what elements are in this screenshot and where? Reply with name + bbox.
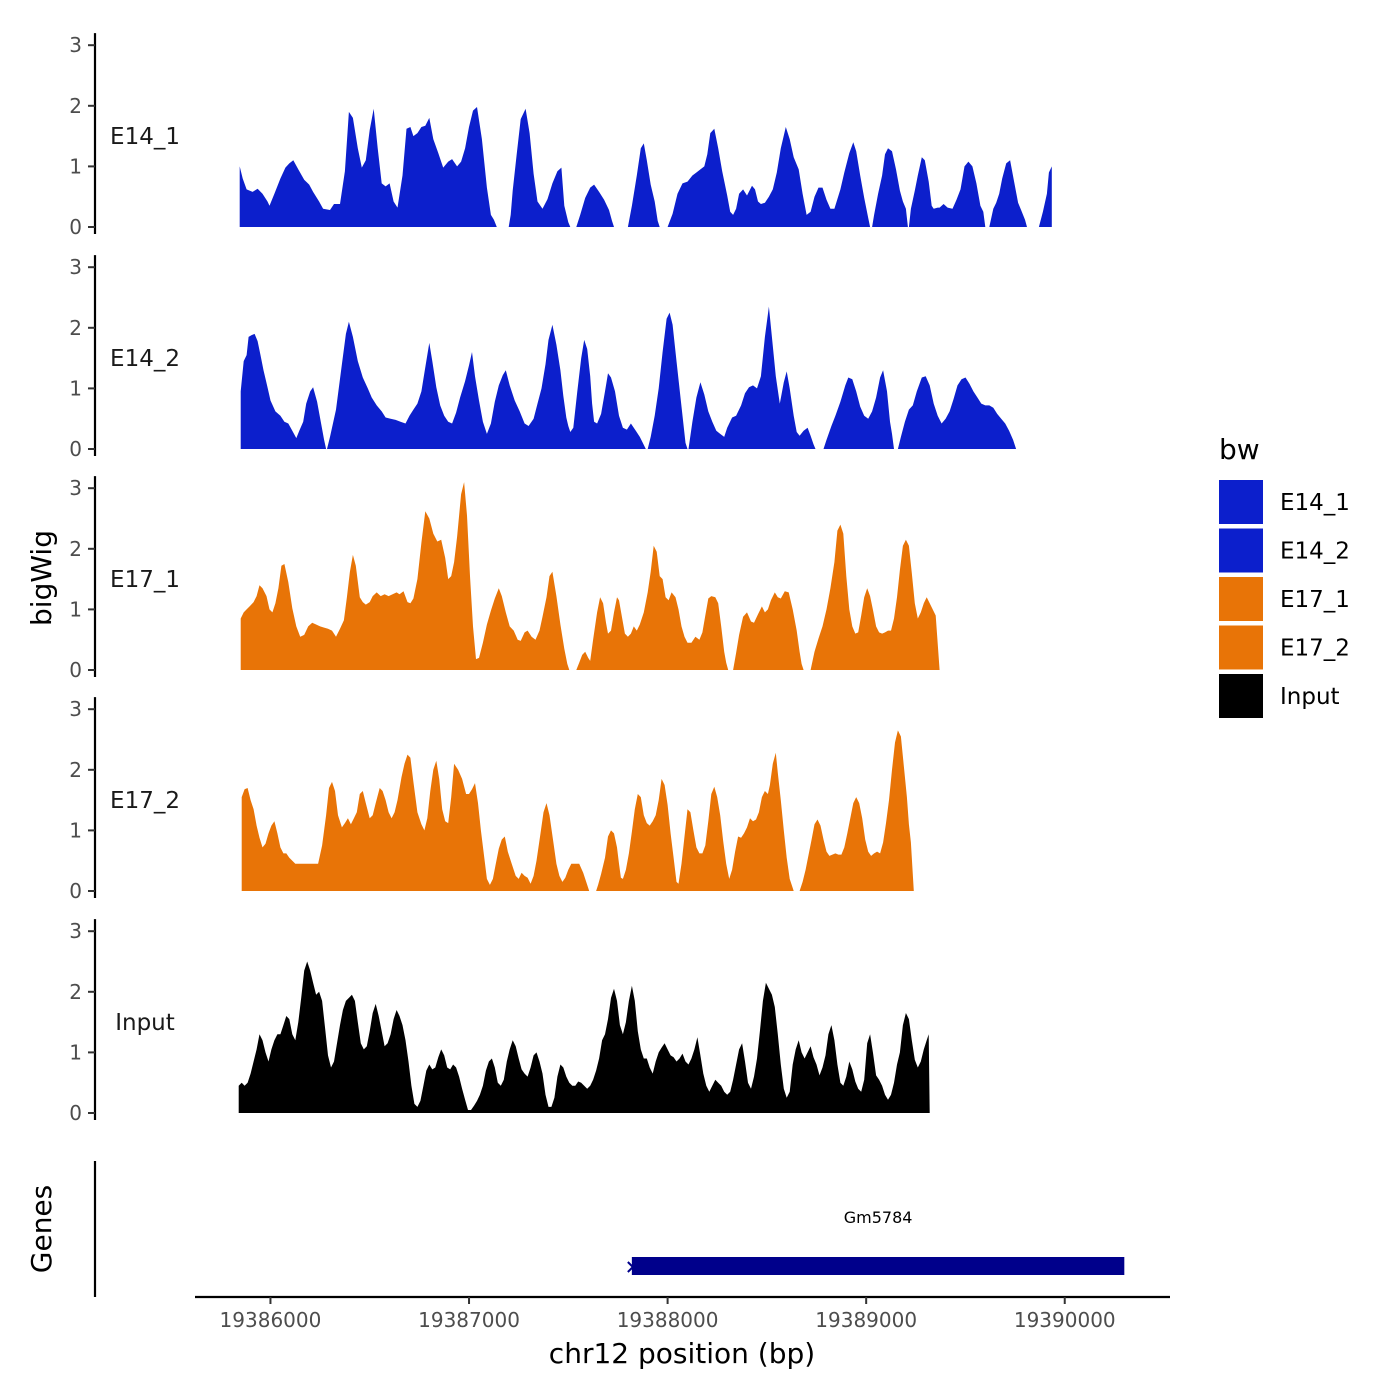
legend-label: E17_2	[1280, 636, 1350, 662]
legend: bw E14_1 E14_2 E17_1 E17_2 Input	[1219, 433, 1350, 718]
x-tick-label: 19388000	[617, 1308, 719, 1332]
coverage-area	[908, 157, 986, 227]
x-tick-label: 19389000	[815, 1308, 917, 1332]
track-e14-1: 0 1 2 3 E14_1	[69, 33, 1052, 239]
coverage-area	[733, 591, 804, 670]
genes-panel: Gm5784	[93, 1161, 1125, 1297]
coverage-area	[810, 524, 940, 670]
x-axis: 19386000 19387000 19388000 19389000 19390000	[195, 1295, 1170, 1332]
coverage-area	[508, 108, 571, 227]
coverage-area	[627, 143, 660, 227]
coverage-area	[1038, 166, 1052, 227]
legend-label: E14_1	[1280, 490, 1350, 516]
gene-strand-marker	[627, 1261, 635, 1273]
y-tick-label: 3	[69, 476, 82, 500]
track-label: E14_2	[110, 346, 180, 372]
coverage-tracks: 0 1 2 3 E14_1 0 1 2 3 E14_2 0 1 2 3 E17_1 0 1 2 3 E17_2 0 1 2 3…	[69, 33, 1052, 1125]
coverage-area	[576, 545, 729, 670]
y-tick-label: 0	[69, 215, 82, 239]
y-tick-label: 2	[69, 94, 82, 118]
y-tick-label: 2	[69, 980, 82, 1004]
y-tick-label: 3	[69, 919, 82, 943]
x-axis-title: chr12 position (bp)	[549, 1337, 815, 1370]
legend-label: Input	[1280, 684, 1340, 710]
track-input: 0 1 2 3 Input	[69, 919, 930, 1125]
legend-swatch	[1219, 625, 1263, 670]
coverage-area	[327, 321, 646, 449]
x-tick-label: 19390000	[1014, 1308, 1116, 1332]
y-tick-label: 1	[69, 154, 82, 178]
coverage-area	[239, 107, 497, 227]
coverage-area	[238, 961, 930, 1113]
gene-label: Gm5784	[844, 1208, 913, 1227]
y-tick-label: 2	[69, 537, 82, 561]
y-tick-label: 2	[69, 758, 82, 782]
track-label: Input	[115, 1010, 175, 1036]
coverage-area	[799, 730, 914, 891]
coverage-area	[596, 752, 794, 891]
track-label: E14_1	[110, 124, 180, 150]
track-e17-1: 0 1 2 3 E17_1	[69, 476, 940, 682]
legend-swatch	[1219, 528, 1263, 573]
coverage-area	[240, 482, 570, 670]
coverage-area	[688, 306, 816, 449]
x-tick-label: 19387000	[418, 1308, 520, 1332]
gene-body	[631, 1257, 1125, 1275]
coverage-area	[897, 376, 1017, 449]
y-tick-label: 0	[69, 879, 82, 903]
y-tick-label: 3	[69, 697, 82, 721]
coverage-area	[667, 127, 871, 227]
legend-swatch	[1219, 480, 1263, 524]
y-tick-label: 0	[69, 1101, 82, 1125]
legend-label: E14_2	[1280, 539, 1350, 565]
y-tick-label: 3	[69, 33, 82, 57]
y-tick-label: 2	[69, 316, 82, 340]
track-label: E17_2	[110, 788, 180, 814]
legend-label: E17_1	[1280, 587, 1350, 613]
y-tick-label: 3	[69, 255, 82, 279]
y-tick-label: 1	[69, 376, 82, 400]
coverage-area	[823, 370, 894, 449]
track-label: E17_1	[110, 567, 180, 593]
y-tick-label: 1	[69, 1040, 82, 1064]
y-tick-label: 0	[69, 437, 82, 461]
y-tick-label: 1	[69, 818, 82, 842]
x-tick-label: 19386000	[220, 1308, 322, 1332]
coverage-area	[241, 754, 590, 891]
y-axis-title: bigWig	[25, 530, 58, 626]
track-e14-2: 0 1 2 3 E14_2	[69, 255, 1017, 461]
y-tick-label: 0	[69, 658, 82, 682]
coverage-area	[989, 160, 1027, 227]
track-e17-2: 0 1 2 3 E17_2	[69, 697, 914, 903]
coverage-area	[872, 148, 908, 227]
coverage-area	[576, 184, 614, 227]
coverage-area	[647, 312, 688, 449]
legend-title: bw	[1219, 433, 1260, 466]
legend-swatch	[1219, 674, 1263, 718]
y-tick-label: 1	[69, 597, 82, 621]
coverage-area	[240, 333, 327, 449]
genes-panel-title: Genes	[25, 1185, 58, 1273]
legend-swatch	[1219, 577, 1263, 621]
